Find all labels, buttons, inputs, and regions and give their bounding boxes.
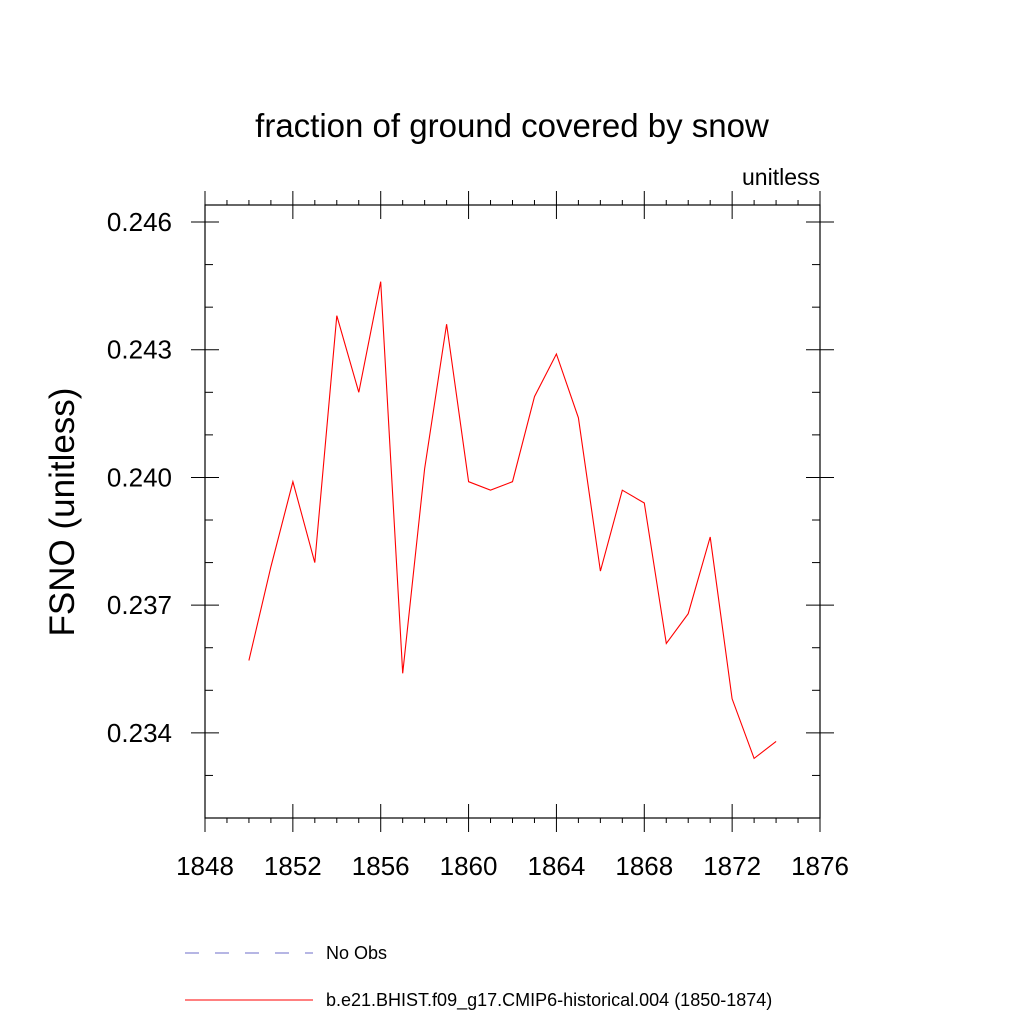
x-tick-label: 1876 [791, 851, 849, 881]
y-tick-label: 0.243 [107, 335, 172, 365]
x-tick-label: 1864 [528, 851, 586, 881]
y-axis-title: FSNO (unitless) [43, 388, 82, 637]
legend: No Obs b.e21.BHIST.f09_g17.CMIP6-histori… [185, 943, 772, 1011]
legend-label-historical-004: b.e21.BHIST.f09_g17.CMIP6-historical.004… [326, 990, 772, 1011]
legend-label-no-obs: No Obs [326, 943, 387, 963]
x-tick-label: 1852 [264, 851, 322, 881]
series-lines [248, 281, 777, 760]
y-tick-label: 0.234 [107, 718, 172, 748]
x-tick-label: 1856 [352, 851, 410, 881]
x-tick-labels: 1848 1852 1856 1860 1864 1868 1872 1876 [176, 851, 849, 881]
y-tick-label: 0.240 [107, 462, 172, 492]
x-tick-label: 1872 [703, 851, 761, 881]
axis-ticks [191, 191, 834, 832]
y-tick-label: 0.237 [107, 590, 172, 620]
chart-title: fraction of ground covered by snow [255, 107, 769, 144]
x-tick-label: 1848 [176, 851, 234, 881]
x-tick-label: 1860 [440, 851, 498, 881]
units-label: unitless [742, 164, 820, 190]
y-tick-label: 0.246 [107, 207, 172, 237]
x-tick-label: 1868 [615, 851, 673, 881]
y-tick-labels: 0.234 0.237 0.240 0.243 0.246 [107, 207, 172, 748]
series-line [248, 281, 777, 760]
plot-frame [204, 204, 821, 819]
